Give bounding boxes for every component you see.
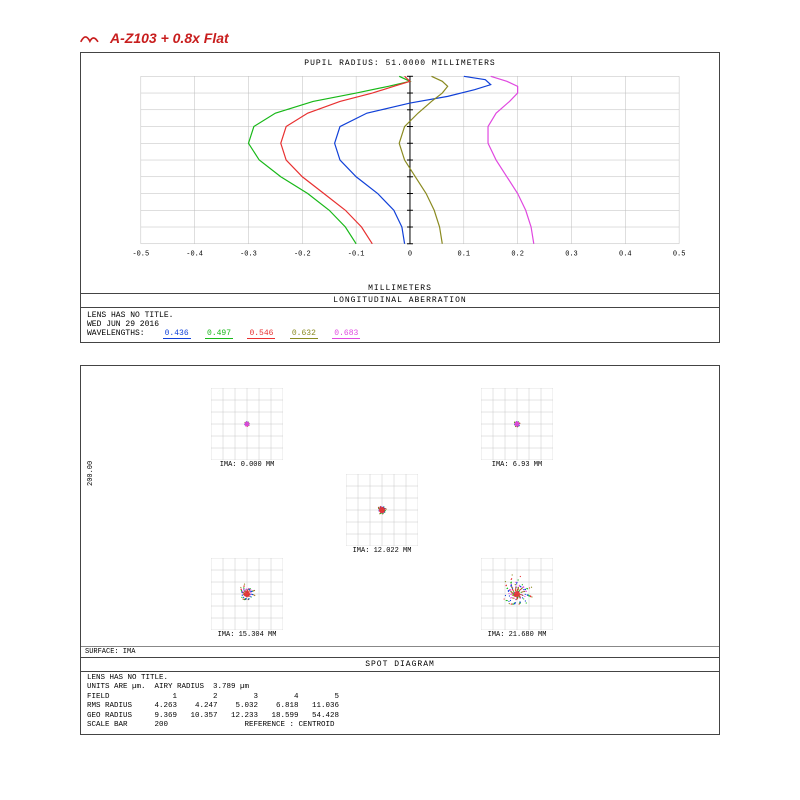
spot-scale-label: 200.00 [87,461,95,486]
wavelength-item: 0.546 [247,329,275,339]
svg-text:0.4: 0.4 [619,251,632,259]
brand-logo-icon [80,31,102,45]
svg-text:-0.2: -0.2 [294,251,311,259]
spot-caption: IMA: 12.022 MM [346,547,418,555]
spot-cell: IMA: 12.022 MM [346,474,418,555]
spot-cell: IMA: 15.304 MM [211,558,283,639]
spot-table: LENS HAS NO TITLE. UNITS ARE µm. AIRY RA… [81,671,719,734]
spot-table-geo: GEO RADIUS 9.369 10.357 12.233 18.599 54… [87,712,339,720]
spot-table-rms: RMS RADIUS 4.263 4.247 5.032 6.818 11.03… [87,702,339,710]
aberration-section-label: LONGITUDINAL ABERRATION [81,293,719,307]
svg-text:0.3: 0.3 [565,251,578,259]
spot-table-header: FIELD 1 2 3 4 5 [87,693,339,701]
svg-text:-0.1: -0.1 [348,251,365,259]
aberration-legend: LENS HAS NO TITLE. WED JUN 29 2016 WAVEL… [81,307,719,342]
header: A-Z103 + 0.8x Flat [80,30,720,46]
spot-grid-icon [481,558,553,630]
svg-text:0.1: 0.1 [458,251,471,259]
spot-section-label: SPOT DIAGRAM [81,657,719,671]
spot-grid-icon [481,388,553,460]
aberration-svg: -0.5 -0.4 -0.3 -0.2 -0.1 0 0.1 0.2 0.3 0.4 0.5 [81,68,719,268]
spot-caption: IMA: 6.93 MM [481,461,553,469]
spot-surface-line: SURFACE: IMA [81,646,719,657]
spot-caption: IMA: 15.304 MM [211,631,283,639]
svg-text:-0.5: -0.5 [132,251,149,259]
aberration-title: PUPIL RADIUS: 51.0000 MILLIMETERS [81,53,719,68]
spot-caption: IMA: 0.000 MM [211,461,283,469]
spot-grid-icon [346,474,418,546]
aberration-panel: PUPIL RADIUS: 51.0000 MILLIMETERS -0.5-0… [80,52,720,343]
spot-table-units: UNITS ARE µm. AIRY RADIUS 3.789 µm [87,683,249,691]
legend-meta-line1: LENS HAS NO TITLE. [87,311,713,320]
spot-table-line1: LENS HAS NO TITLE. [87,674,168,682]
spot-grid-icon [211,388,283,460]
wavelength-item: 0.683 [332,329,360,339]
svg-text:-0.4: -0.4 [186,251,203,259]
spot-cell: IMA: 21.680 MM [481,558,553,639]
spot-diagram-area: 200.00 IMA: 0.000 MM IMA: 6.93 MM IMA: 1… [81,366,719,646]
spot-cell: IMA: 6.93 MM [481,388,553,469]
spot-cell: IMA: 0.000 MM [211,388,283,469]
wavelength-item: 0.497 [205,329,233,339]
svg-text:0.5: 0.5 [673,251,686,259]
aberration-chart: -0.5 -0.4 -0.3 -0.2 -0.1 0 0.1 0.2 0.3 0.4 0.5 [81,68,719,288]
spot-table-scale: SCALE BAR 200 REFERENCE : CENTROID [87,721,335,729]
svg-text:-0.3: -0.3 [240,251,257,259]
spot-grid-icon [211,558,283,630]
legend-wavelengths: WAVELENGTHS: 0.436 0.497 0.546 0.632 0.6… [87,329,713,338]
spot-panel: 200.00 IMA: 0.000 MM IMA: 6.93 MM IMA: 1… [80,365,720,735]
svg-text:0.2: 0.2 [511,251,524,259]
legend-meta-line2: WED JUN 29 2016 [87,320,713,329]
wavelength-item: 0.632 [290,329,318,339]
svg-text:0: 0 [408,251,412,259]
legend-label: WAVELENGTHS: [87,329,145,338]
spot-caption: IMA: 21.680 MM [481,631,553,639]
page-title: A-Z103 + 0.8x Flat [110,30,229,46]
wavelength-item: 0.436 [163,329,191,339]
